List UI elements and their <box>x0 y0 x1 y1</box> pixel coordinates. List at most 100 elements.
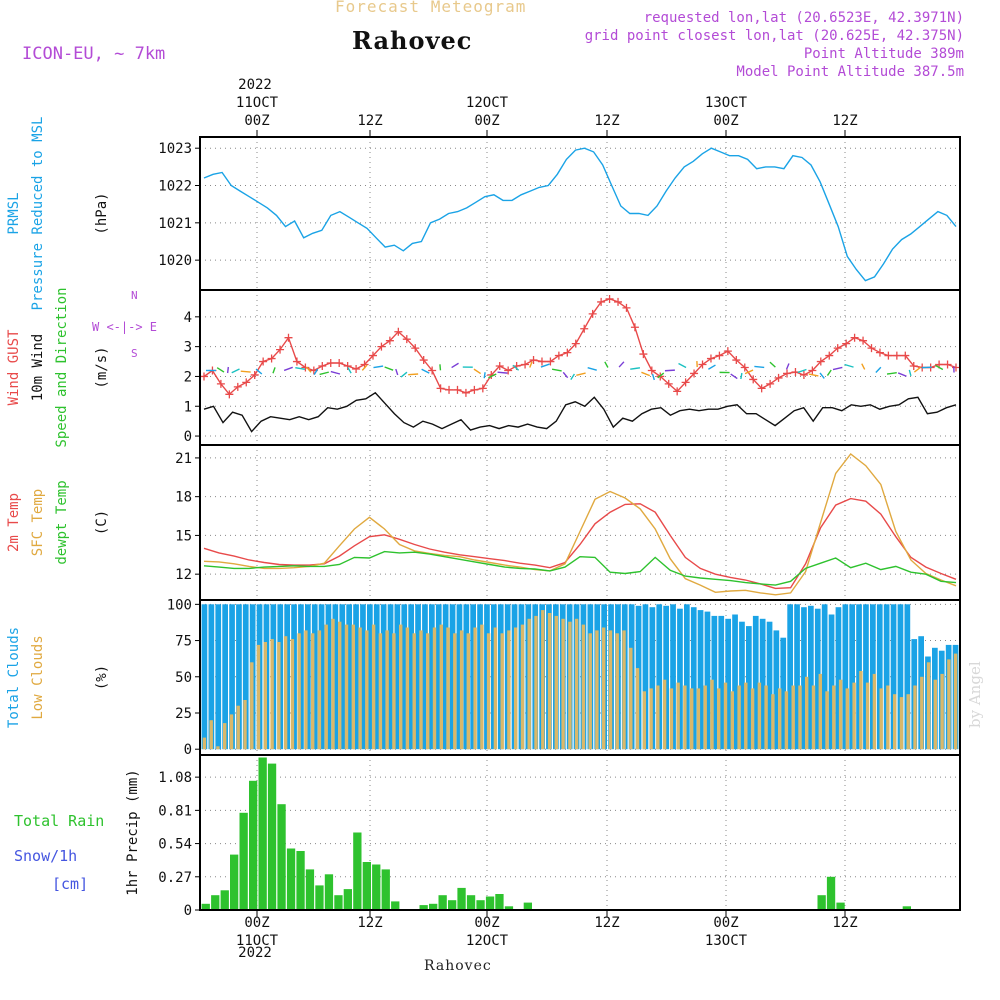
low-clouds-bar <box>784 691 789 750</box>
gust-marker <box>377 342 386 351</box>
total-clouds-bar <box>849 604 855 750</box>
gust-marker <box>343 362 352 371</box>
total-rain-bar <box>267 763 277 910</box>
total-clouds-bar <box>704 611 711 750</box>
total-clouds-bar <box>236 604 242 750</box>
low-clouds-bar <box>507 630 511 750</box>
wind-direction-arrow <box>651 373 655 381</box>
low-clouds-bar <box>419 630 423 750</box>
low-clouds-bar <box>629 647 633 750</box>
wind-direction-arrow <box>618 361 625 368</box>
wind-direction-arrow <box>439 364 442 371</box>
wind-direction-arrow <box>408 373 419 376</box>
gust-marker <box>909 362 918 371</box>
low-clouds-bar <box>554 615 558 750</box>
wind-direction-arrow <box>587 366 597 371</box>
precip-axis-label: 1hr Precip (mm) <box>125 769 141 895</box>
wind-caption: Wind GUST <box>6 329 22 405</box>
total-clouds-bar <box>353 604 359 750</box>
wind-tick-label: 0 <box>184 429 192 445</box>
wind-caption: 10m Wind <box>30 334 46 401</box>
low-clouds-bar <box>879 688 883 750</box>
requested-coordinates: requested lon,lat (20.6523E, 42.3971N) <box>643 10 964 26</box>
chart-title: Forecast Meteogram <box>335 0 527 16</box>
pressure-caption: PRMSL <box>6 192 22 234</box>
total-clouds-bar <box>201 604 208 750</box>
gust-marker <box>867 344 876 353</box>
total-clouds-bar <box>332 604 339 750</box>
low-clouds-bar <box>947 659 951 750</box>
total-rain-bar <box>286 848 296 910</box>
model-altitude: Model Point Altitude 387.5m <box>736 64 964 80</box>
total-clouds-bar <box>890 604 897 750</box>
gust-marker <box>842 339 851 348</box>
low-clouds-bar <box>899 697 904 750</box>
low-clouds-bar <box>825 691 829 750</box>
low-clouds-bar <box>311 633 315 750</box>
low-clouds-bar <box>520 624 525 750</box>
wind-direction-arrow <box>769 361 776 368</box>
total-rain-bar <box>485 896 495 910</box>
temperature-tick-label: 21 <box>175 451 192 467</box>
gust-marker <box>259 357 268 366</box>
total-rain-bar <box>201 903 210 910</box>
low-clouds-bar <box>385 630 389 750</box>
total-clouds-bar <box>373 604 380 750</box>
total-clouds-bar <box>684 604 690 750</box>
gust-marker <box>681 378 690 387</box>
total-clouds-bar <box>649 607 656 750</box>
low-clouds-bar <box>926 662 931 750</box>
top-hour-label: 00Z <box>713 113 739 129</box>
temperature-tick-label: 12 <box>175 567 192 583</box>
wind-direction-arrow <box>373 365 384 369</box>
pressure-tick-label: 1021 <box>158 216 192 232</box>
gust-marker <box>816 357 825 366</box>
total-clouds-bar <box>711 615 718 750</box>
gust-marker <box>242 378 251 387</box>
low-clouds-bar <box>669 688 674 750</box>
low-clouds-bar <box>832 685 836 750</box>
wind-unit: (m/s) <box>94 346 110 388</box>
top-date-label: 13OCT <box>704 95 748 111</box>
point-altitude: Point Altitude 389m <box>803 46 964 62</box>
low-clouds-bar <box>500 633 504 750</box>
pressure-frame <box>199 136 961 291</box>
low-clouds-bar <box>331 618 335 750</box>
low-clouds-bar <box>527 618 531 750</box>
low-clouds-bar <box>378 633 383 750</box>
wind-direction-arrow <box>708 364 716 370</box>
total-clouds-bar <box>422 604 428 750</box>
low-clouds-bar <box>845 688 849 750</box>
total-clouds-bar <box>318 604 325 750</box>
total-rain-bar <box>438 895 447 910</box>
total-clouds-bar <box>794 604 800 750</box>
wind-direction-arrow <box>744 369 754 375</box>
gust-marker <box>267 354 276 363</box>
bottom-hour-label: 12Z <box>594 915 620 931</box>
clouds-tick-label: 50 <box>175 670 192 686</box>
low-clouds-bar <box>439 624 443 750</box>
gust-marker <box>732 356 741 365</box>
gust-marker <box>436 384 445 393</box>
low-clouds-bar <box>541 610 545 750</box>
low-clouds-bar <box>209 720 213 750</box>
low-clouds-bar <box>805 676 809 750</box>
temperature-caption: dewpt Temp <box>54 480 70 564</box>
gust-marker <box>419 356 428 365</box>
top-date-label: 11OCT <box>235 95 279 111</box>
pressure-panel: 1020 1021 1022 1023 PRMSL Pressure Reduced to… <box>6 117 961 310</box>
wind-direction-arrow <box>657 372 665 379</box>
clouds-tick-label: 100 <box>167 597 192 613</box>
total-clouds-bar <box>732 614 738 750</box>
gust-marker <box>284 333 293 342</box>
low-clouds-bar <box>696 688 701 750</box>
low-clouds-bar <box>399 624 403 750</box>
wind-direction-arrow <box>216 367 225 373</box>
gust-marker <box>943 360 952 369</box>
total-rain-bar <box>334 895 343 910</box>
clouds-tick-label: 75 <box>175 634 192 650</box>
low-clouds-bar <box>493 627 498 750</box>
total-clouds-bar <box>367 604 373 750</box>
wind-direction-arrow <box>630 367 641 370</box>
wind-direction-arrow <box>483 372 486 379</box>
